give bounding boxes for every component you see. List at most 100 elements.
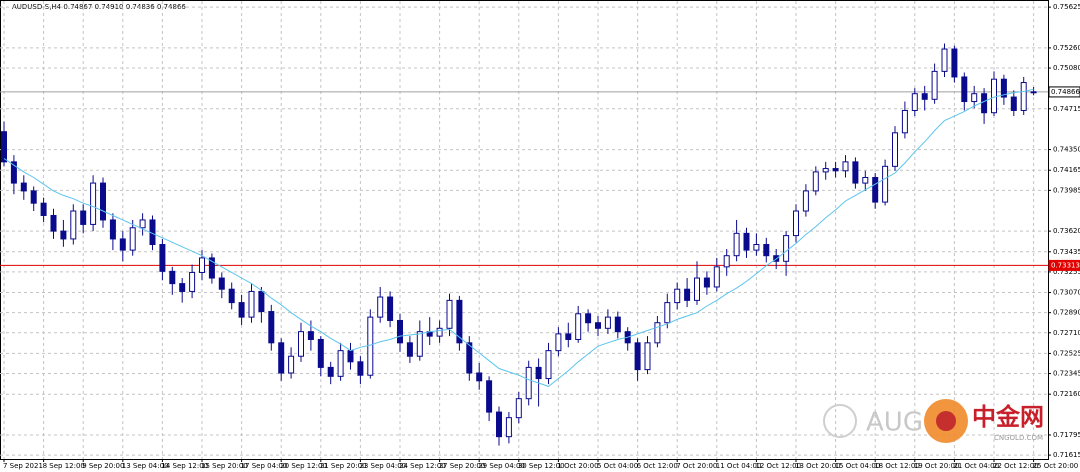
candle-body [100,182,106,221]
price-label-box [1048,259,1080,271]
candle-body [723,255,730,268]
price-label: 0.74866 [1051,88,1080,96]
candle-body [842,161,849,172]
candle-body [466,342,473,374]
candle-body [921,93,928,100]
candle-body [1010,96,1017,111]
x-tick-label: 5 Oct 04:00 [597,462,638,470]
candle-body [743,232,750,251]
x-tick-label: 15 Oct 04:00 [835,462,881,470]
x-tick-label: 22 Oct 12:00 [993,462,1039,470]
candle-body [446,299,453,329]
x-tick-label: 21 Oct 04:00 [953,462,999,470]
candle-body [644,342,651,371]
x-tick-label: 23 Sep 04:00 [359,462,406,470]
chart-title: AUDUSD-S,H4 0.74867 0.74910 0.74836 0.74… [12,3,186,11]
candle-body [585,313,592,324]
candles [1,43,1037,446]
candle-body [367,316,374,376]
candle-body [50,214,57,232]
candle-body [298,331,304,357]
y-tick-label: 0.73255 [1053,268,1080,276]
candle-body [307,331,314,340]
candle-body [783,235,790,262]
candle-body [555,333,562,352]
x-tick-label: 14 Sep 12:00 [161,462,208,470]
candle-body [258,290,265,313]
y-tick-label: 0.75625 [1053,3,1080,11]
y-tick-label: 0.72890 [1053,309,1080,317]
candle-body [317,338,324,368]
y-tick-label: 0.75080 [1053,64,1080,72]
y-tick-label: 0.72710 [1053,329,1080,337]
candle-body [406,342,413,357]
candle-body [238,302,245,318]
x-tick-label: 15 Sep 20:00 [201,462,248,470]
candle-body [565,333,572,340]
candle-body [733,232,740,257]
candle-body [793,210,799,237]
candle-body [377,296,384,318]
candle-body [951,48,958,78]
candle-body [545,350,552,380]
candle-body [119,238,126,251]
y-tick-label: 0.73620 [1053,227,1080,235]
y-tick-label: 0.71795 [1053,431,1080,439]
candle-body [159,244,166,272]
candle-body [476,372,483,382]
candle-body [674,288,681,304]
candle-body [535,366,542,380]
price-label-box [1048,86,1080,98]
candle-body [763,244,770,257]
candle-body [575,313,582,340]
candle-body [109,219,116,240]
candle-body [911,93,918,111]
x-tick-label: 11 Oct 04:00 [716,462,762,470]
candle-body [10,161,17,184]
candle-body [595,322,601,329]
candle-body [852,161,859,184]
y-tick-label: 0.71615 [1053,451,1080,459]
candle-body [654,322,661,344]
candle-body [397,319,403,344]
watermark-icon [823,404,857,438]
x-tick-label: 18 Oct 12:00 [874,462,920,470]
candle-body [248,290,255,318]
candle-body [882,165,889,203]
price-label: 0.73313 [1051,261,1080,269]
y-tick-label: 0.73985 [1053,186,1080,194]
x-tick-label: 1 Oct 20:00 [557,462,598,470]
candle-body [802,190,809,212]
candle-body [357,361,364,376]
candle-body [218,277,225,290]
x-tick-label: 20 Sep 12:00 [280,462,327,470]
candle-body [30,190,37,204]
candle-body [20,182,27,192]
candle-body [179,283,186,292]
x-tick-label: 17 Sep 04:00 [241,462,288,470]
candle-body [1000,78,1007,98]
candle-body [129,227,136,251]
y-tick-label: 0.72525 [1053,349,1080,357]
candle-body [1020,82,1027,111]
candle-body [634,342,641,371]
x-tick-label: 25 Oct 20:00 [1033,462,1079,470]
candle-body [505,417,512,438]
candle-body [991,78,997,114]
x-tick-label: 6 Oct 12:00 [637,462,678,470]
candle-body [684,288,691,301]
candle-body [387,296,394,321]
candle-body [515,398,522,419]
candle-body [832,168,839,172]
candle-body [614,316,621,333]
y-tick-label: 0.72345 [1053,370,1080,378]
candle-body [1030,91,1037,94]
x-tick-label: 12 Oct 12:00 [755,462,801,470]
candle-body [496,411,502,438]
candle-body [278,342,285,374]
candle-body [862,176,869,184]
candle-body [199,257,205,273]
candle-body [872,176,879,203]
candle-body [70,210,77,240]
x-tick-label: 24 Sep 12:00 [399,462,446,470]
